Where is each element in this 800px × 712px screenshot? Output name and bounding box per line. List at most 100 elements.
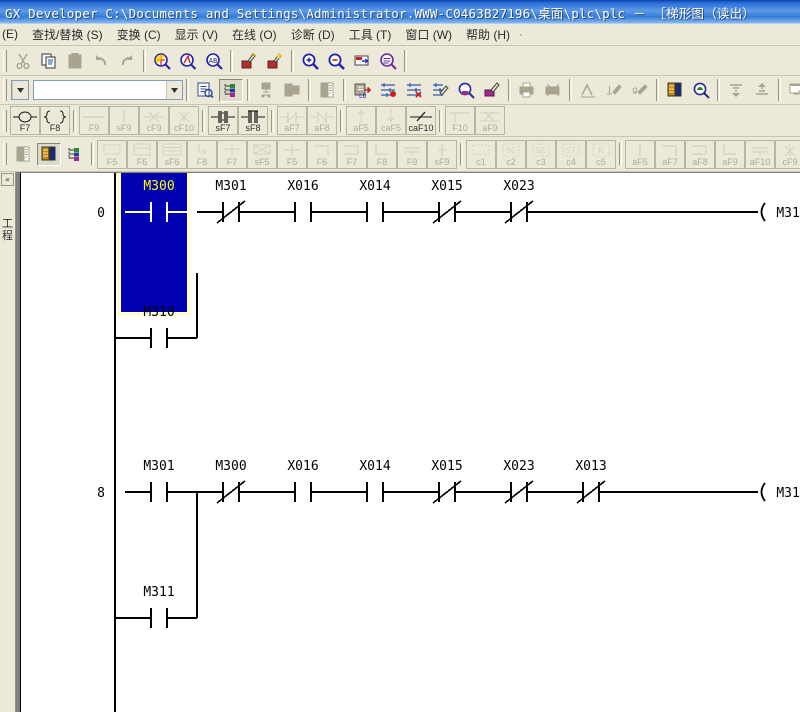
menu-convert[interactable]: 变换 (C) [116, 27, 161, 42]
toolbar-separator [202, 109, 205, 132]
function-key-label: caF5 [380, 123, 401, 133]
corner-br-icon [686, 142, 714, 158]
sfc-del-sf9: sF9 [427, 139, 457, 169]
comment-search-icon[interactable] [376, 49, 400, 72]
monitor-edit-icon[interactable] [480, 79, 504, 102]
menu-tools[interactable]: 工具 (T) [348, 27, 392, 42]
contact-nc[interactable] [481, 458, 553, 510]
monitor-stop-icon[interactable] [402, 79, 426, 102]
ladder-instr-f8[interactable]: F8 [40, 106, 70, 135]
find-device-icon[interactable] [150, 49, 174, 72]
rung-step-number: 0 [97, 206, 105, 221]
function-key-label: aF7 [284, 123, 300, 133]
chevron-down-icon[interactable] [166, 81, 182, 99]
device-replace-icon[interactable] [237, 49, 261, 72]
toolbar-grip[interactable] [3, 143, 7, 165]
output-coil[interactable]: M310 [760, 202, 800, 222]
toolbar-grip[interactable] [3, 79, 7, 101]
write-plc-icon[interactable]: LD [350, 79, 374, 102]
mouse-zoom-icon[interactable] [689, 79, 713, 102]
function-key-label: F10 [452, 123, 468, 133]
contact-nc[interactable] [409, 458, 481, 510]
output-coil[interactable]: M311 [760, 482, 800, 502]
branch-contact-no[interactable] [121, 304, 193, 356]
monitor-find-icon[interactable] [454, 79, 478, 102]
menu-edit[interactable]: (E) [2, 27, 18, 41]
contact-no[interactable] [121, 178, 193, 230]
rung-0[interactable]: 0 M300 M301 X016 X014 X015 X023 M310 M310 [97, 173, 800, 473]
contact-nc[interactable] [553, 458, 625, 510]
program-check-icon[interactable] [193, 79, 217, 102]
branch-contact-no[interactable] [121, 584, 193, 636]
contact-no[interactable] [337, 458, 409, 510]
vline-icon [626, 142, 654, 158]
contact-no[interactable] [121, 458, 193, 510]
chevron-down-icon[interactable] [12, 81, 28, 99]
find-instruction-icon[interactable] [176, 49, 200, 72]
ladder-del-hline-cf9: cF9 [139, 106, 169, 135]
contact-nc[interactable] [193, 458, 265, 510]
contact-label: X023 [503, 179, 534, 194]
collapse-icon [724, 79, 748, 102]
menu-online[interactable]: 在线 (O) [232, 27, 277, 42]
menu-help[interactable]: 帮助 (H) [466, 27, 511, 42]
contact-no[interactable] [265, 178, 337, 230]
sfc-vline-af5: aF5 [625, 139, 655, 169]
toolbar-grip[interactable] [3, 109, 7, 132]
dock-collapse-icon[interactable]: « [1, 173, 14, 186]
contact-label: M301 [143, 459, 174, 474]
ladder-diagram[interactable]: 0 M300 M301 X016 X014 X015 X023 M310 M310 8 M301 M3… [21, 173, 800, 712]
function-key-label: F8 [49, 123, 61, 133]
contact-no[interactable] [265, 458, 337, 510]
contact-no[interactable] [337, 178, 409, 230]
ladder-vline-sf9: sF9 [109, 106, 139, 135]
function-key-label: cF10 [173, 123, 194, 133]
ladder-nc-pulse-af8: aF8 [307, 106, 337, 135]
ladder-coil-f7[interactable]: F7 [10, 106, 40, 135]
contact-label: X014 [359, 459, 390, 474]
toolbar-separator [439, 109, 442, 132]
toolbar-separator [73, 109, 76, 132]
contact-nc[interactable] [193, 178, 265, 230]
ladder-invert-caf10[interactable]: caF10 [406, 106, 436, 135]
function-key-label: c3 [536, 156, 546, 167]
ladder-canvas[interactable]: 0 M300 M301 X016 X014 X015 X023 M310 M310 8 M301 M3… [20, 172, 800, 712]
monitor-start-icon[interactable] [376, 79, 400, 102]
ladder-tree-icon[interactable] [219, 78, 243, 102]
contact-nc[interactable] [481, 178, 553, 230]
ladder-pulse-rise-sf7[interactable]: sF7 [208, 106, 238, 135]
find-character-icon[interactable]: AB [202, 49, 226, 72]
zoom-in-icon[interactable] [298, 49, 322, 72]
rung-8[interactable]: 8 M301 M300 X016 X014 X015 X023 X013 M311 M311 [97, 453, 800, 712]
grid-toggle-icon[interactable] [37, 142, 61, 166]
contact-label: M301 [215, 179, 246, 194]
copy-icon[interactable] [37, 49, 61, 72]
contact-nc[interactable] [409, 178, 481, 230]
menu-window[interactable]: 窗口 (W) [405, 27, 453, 42]
monitor-write-icon[interactable] [428, 79, 452, 102]
toolbar-separator [619, 143, 622, 165]
project-dock-panel[interactable]: « 工程 [0, 172, 16, 712]
toolbar-separator [343, 79, 346, 101]
ladder-down-caf5: caF5 [376, 106, 406, 135]
menu-find-replace[interactable]: 查找/替换 (S) [32, 27, 103, 42]
toolbar-grip[interactable] [3, 49, 7, 72]
ladder-button-group: F7 F8 [10, 106, 70, 135]
sfc-button-group: F5 F6 sF6 F8 F7 sF5 F5 F6 F7 F8 F9 sF9 [97, 139, 457, 169]
display-ratio-icon[interactable] [350, 49, 374, 72]
zoom-out-icon[interactable] [324, 49, 348, 72]
program-name-combo[interactable] [33, 80, 183, 100]
dashbox-icon [467, 142, 495, 158]
function-key-label: F6 [136, 156, 148, 167]
ladder-compare-af9: aF9 [475, 106, 505, 135]
ladder-pulse-fall-sf8[interactable]: sF8 [238, 106, 268, 135]
instruction-replace-icon[interactable] [263, 49, 287, 72]
plus-icon [278, 142, 306, 158]
function-key-label: c5 [596, 156, 606, 167]
menu-diagnostics[interactable]: 诊断 (D) [290, 27, 335, 42]
add-step-icon[interactable] [63, 143, 87, 166]
menu-view[interactable]: 显示 (V) [174, 27, 219, 42]
program-type-combo[interactable] [11, 80, 29, 100]
grid-display-icon[interactable] [663, 79, 687, 102]
del-vline-icon [776, 142, 800, 158]
